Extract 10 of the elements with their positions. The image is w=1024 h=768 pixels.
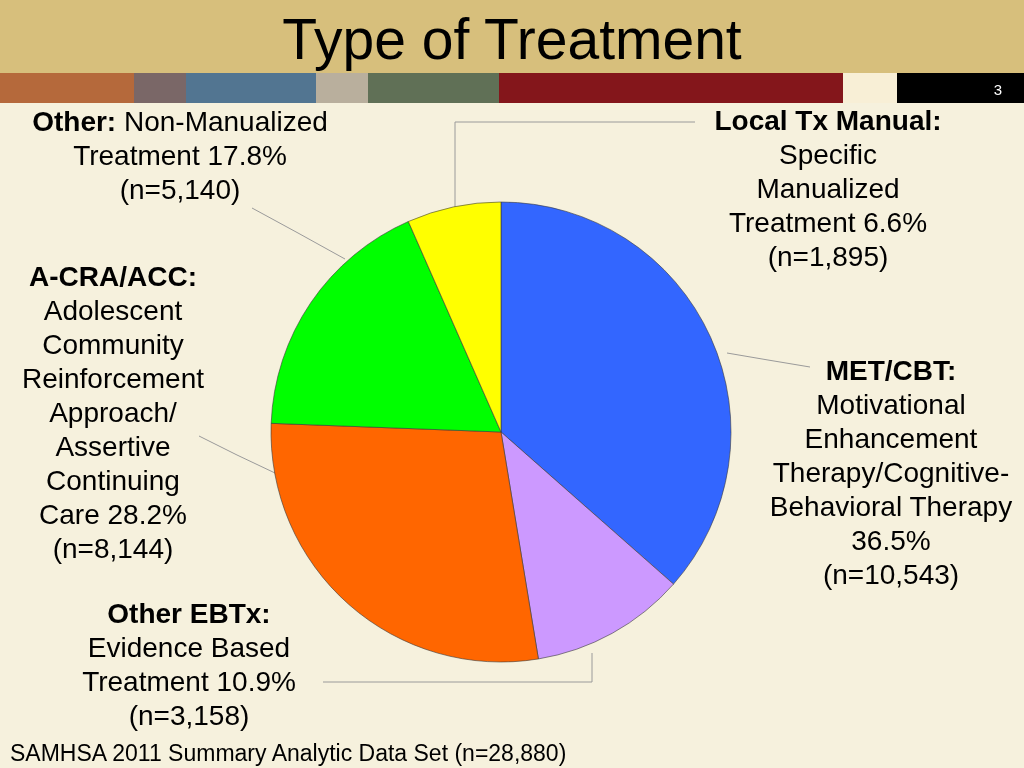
text: 3 (993, 81, 1002, 99)
slice-label: Other EBTx: Evidence Based Treatment 10.9% (n=3,158) (82, 597, 296, 731)
text: (n=8,144) (52, 532, 174, 564)
text: SAMHSA 2011 Summary Analytic Data Set (n=28,880) (10, 740, 567, 767)
data-label: 36.5% (n=10,543) (822, 524, 960, 590)
chart-title: Type of Treatment (282, 6, 742, 71)
slice-label: Other: Non-Manualized Treatment 17.8% (n=5,140) (32, 105, 328, 205)
slice-label: MET/CBT: Motivational Enhancement Therapy/Cognitive-Behavioral Therapy (769, 354, 1013, 522)
category-label: A-CRA/ACC: Adolescent Community Reinforcement Approach/Assertive Continuing Care 28.2% (21, 260, 205, 530)
slice-label: Local Tx Manual: Specific Manualized Treatment 6.6% (n=1,895) (714, 104, 942, 272)
